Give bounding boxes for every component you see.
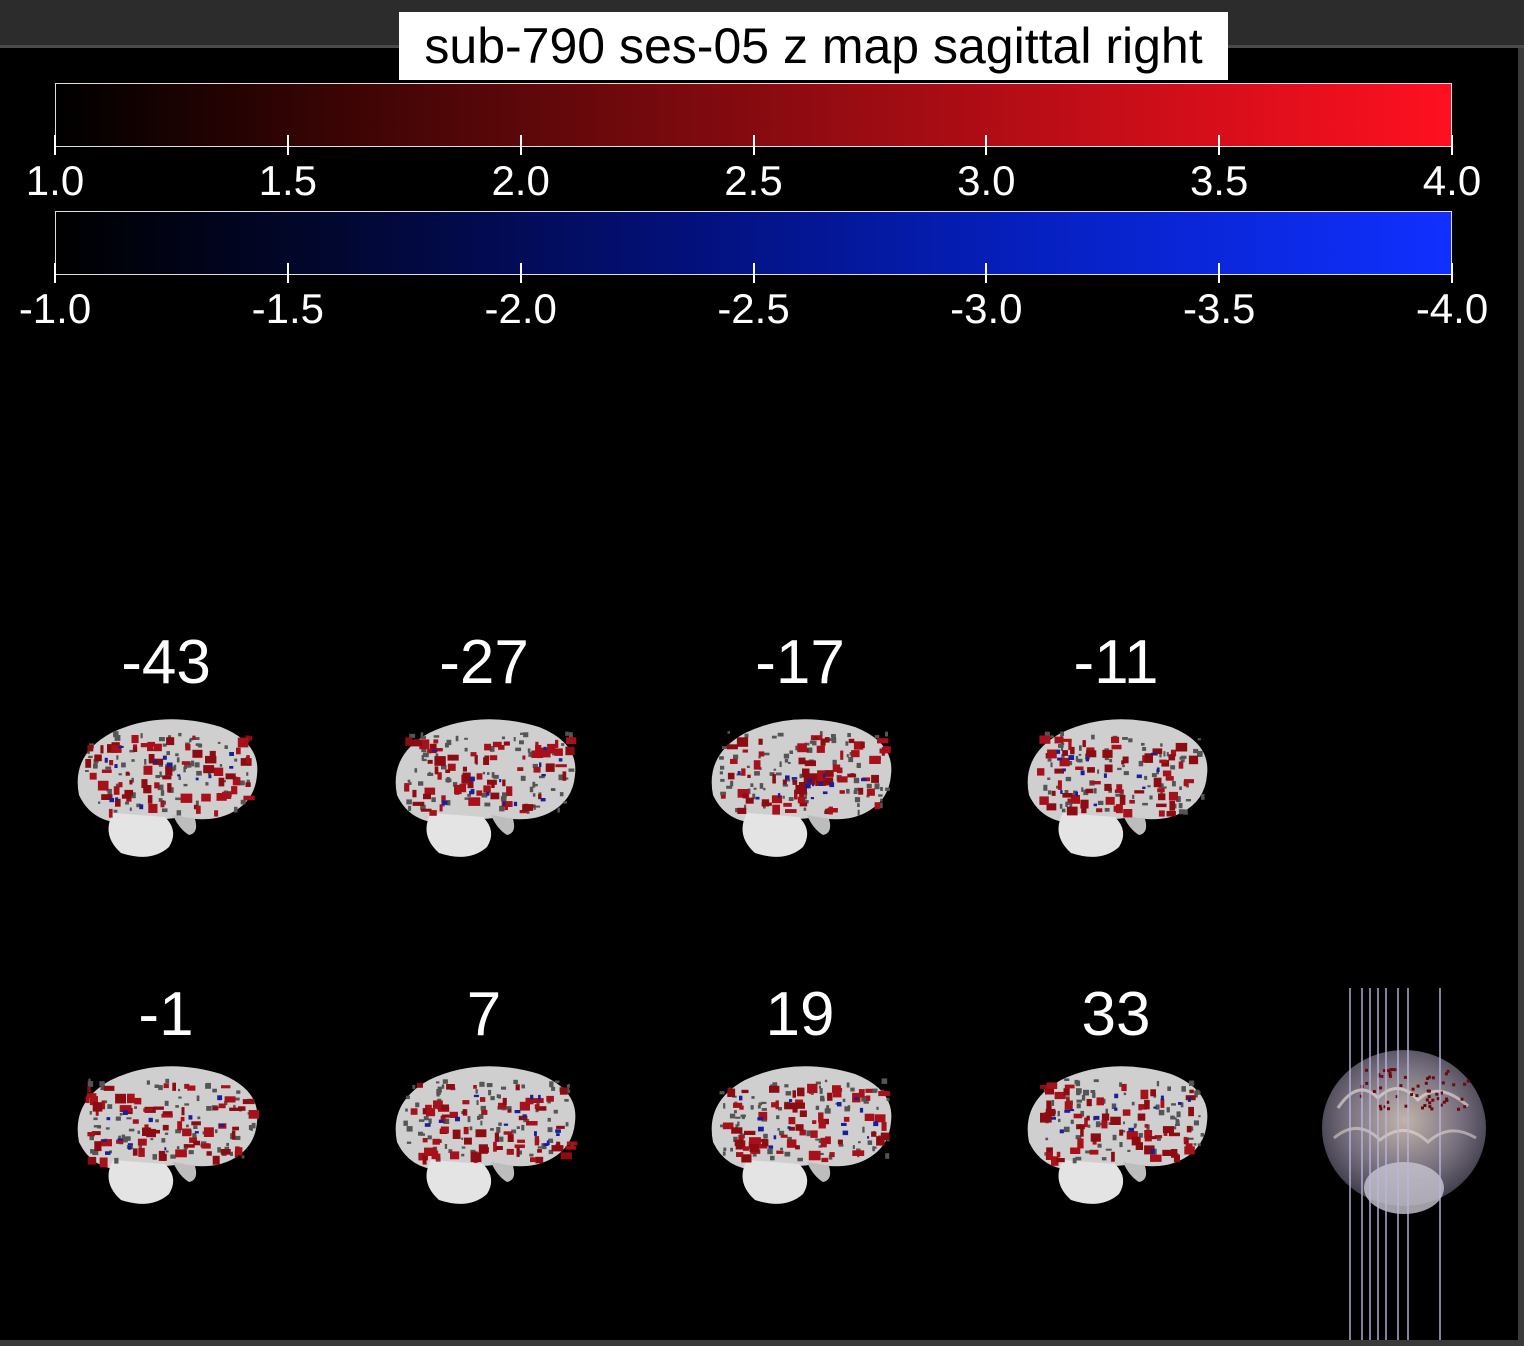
negative-colorbar-tick: [54, 263, 56, 283]
negative-colorbar-tick: [752, 263, 755, 283]
negative-colorbar-tick-label: -1.5: [251, 285, 325, 332]
slice-coordinate-label: -17: [755, 628, 845, 697]
positive-colorbar-tick: [1451, 135, 1453, 155]
negative-colorbar-tick: [1218, 263, 1221, 283]
negative-colorbar-tick-label: -4.0: [1415, 285, 1489, 332]
slice-coordinate-label: 19: [765, 980, 835, 1049]
negative-colorbar-tick: [985, 263, 988, 283]
negative-colorbar-tick-label: -3.0: [950, 285, 1023, 332]
sagittal-slice-image: [1027, 719, 1208, 857]
positive-colorbar-tick: [519, 135, 522, 155]
slice-coordinate-label: 7: [466, 980, 502, 1049]
negative-colorbar-tick-label: -2.5: [717, 285, 790, 332]
positive-colorbar-tick-label: 4.0: [1422, 157, 1482, 204]
positive-colorbar-tick: [54, 135, 56, 155]
positive-colorbar-tick-label: 2.5: [724, 157, 783, 204]
glass-brain-overview: [1322, 988, 1486, 1340]
negative-colorbar-tick: [519, 263, 522, 283]
sagittal-slice-image: [395, 719, 577, 857]
positive-colorbar-tick-label: 1.5: [258, 157, 318, 204]
negative-colorbar-tick: [1451, 263, 1453, 283]
positive-colorbar-tick-label: 1.0: [25, 157, 85, 204]
negative-colorbar-tick-label: -3.5: [1182, 285, 1256, 332]
negative-colorbar-tick-label: -1.0: [18, 285, 92, 332]
slice-coordinate-label: 33: [1081, 980, 1151, 1049]
figure-title: sub-790 ses-05 z map sagittal right: [399, 12, 1228, 80]
positive-colorbar-tick: [286, 135, 289, 155]
positive-colorbar-tick: [752, 135, 755, 155]
positive-colorbar-tick: [985, 135, 988, 155]
positive-colorbar-tick-label: 3.5: [1189, 157, 1249, 204]
slice-coordinate-label: -11: [1073, 628, 1159, 697]
slice-coordinate-label: -1: [138, 980, 194, 1049]
sagittal-slice-image: [1027, 1066, 1208, 1204]
negative-colorbar-tick-label: -2.0: [484, 285, 557, 332]
positive-colorbar-tick: [1218, 135, 1221, 155]
sagittal-slice-image: [77, 1066, 260, 1204]
window-bottom-edge: [0, 1340, 1524, 1346]
negative-colorbar-tick: [286, 263, 289, 283]
sagittal-slice-image: [711, 719, 892, 857]
window-right-edge: [1518, 48, 1524, 1346]
sagittal-slice-image: [711, 1066, 892, 1204]
positive-colorbar-tick-label: 2.0: [491, 157, 550, 204]
slice-coordinate-label: -27: [439, 628, 529, 697]
positive-colorbar-tick-label: 3.0: [957, 157, 1016, 204]
sagittal-slice-image: [77, 719, 258, 857]
sagittal-slice-image: [395, 1066, 578, 1204]
slice-coordinate-label: -43: [121, 628, 211, 697]
